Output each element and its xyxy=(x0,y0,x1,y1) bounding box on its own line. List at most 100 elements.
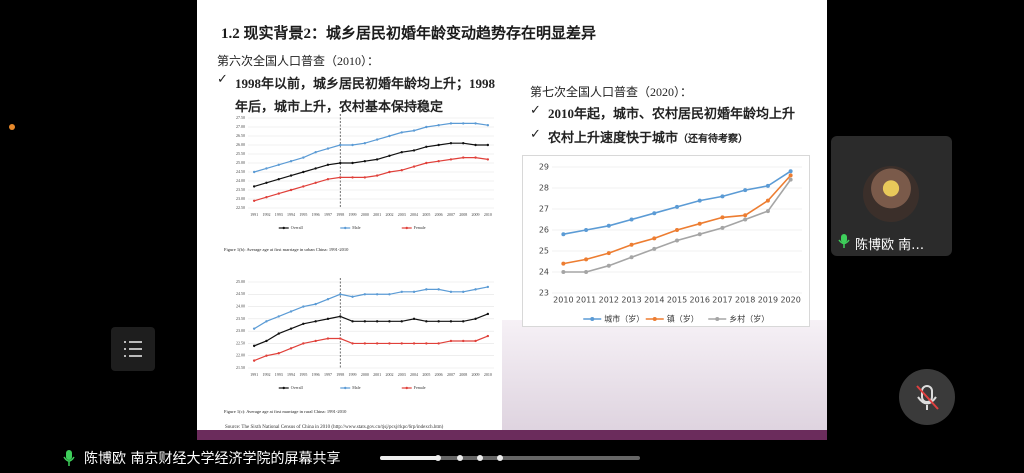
point xyxy=(743,217,748,222)
series-line xyxy=(253,122,488,173)
x-tick-label: 2007 xyxy=(447,212,455,217)
point xyxy=(584,257,589,262)
y-tick-label: 29 xyxy=(539,163,549,172)
point xyxy=(412,129,416,132)
x-tick-label: 1998 xyxy=(336,212,344,217)
point xyxy=(474,143,477,147)
tile-name: 陈博欧 南… xyxy=(855,238,925,253)
point xyxy=(351,342,354,345)
point xyxy=(486,143,490,147)
point xyxy=(388,293,391,296)
chart: 21.50 22.00 22.50 23.00 23.50 24.00 24.50 25.00… xyxy=(224,278,494,414)
point xyxy=(351,161,354,165)
series-line xyxy=(253,313,489,347)
y-tick-label: 21.50 xyxy=(236,365,245,370)
point xyxy=(462,339,465,343)
point xyxy=(675,238,679,243)
series-line xyxy=(253,142,488,187)
legend-marker xyxy=(715,317,720,321)
point xyxy=(788,177,793,182)
point xyxy=(302,342,305,345)
x-tick-label: 2005 xyxy=(422,372,430,377)
point xyxy=(437,342,440,345)
list-button[interactable] xyxy=(111,327,155,371)
point xyxy=(765,183,770,188)
point xyxy=(277,192,280,195)
bullet: 2010年起，城市、农村居民初婚年龄均上升 xyxy=(548,106,796,121)
x-tick-label: 2003 xyxy=(398,212,406,217)
legend-marker xyxy=(590,317,595,321)
point xyxy=(474,122,477,125)
x-tick-label: 2012 xyxy=(599,296,619,305)
point xyxy=(765,198,770,203)
point xyxy=(326,298,330,301)
point xyxy=(437,160,440,163)
point xyxy=(375,138,379,141)
point xyxy=(743,188,748,193)
point xyxy=(486,334,490,338)
point xyxy=(326,337,330,340)
point xyxy=(252,344,256,348)
y-tick-label: 26.50 xyxy=(236,133,245,138)
bullet: 农村上升速度快于城市（还有待考察） xyxy=(548,127,748,146)
point xyxy=(652,246,657,251)
x-tick-label: 2008 xyxy=(459,372,467,377)
point xyxy=(629,242,634,247)
participant-tile[interactable]: 陈博欧 南… xyxy=(831,136,952,256)
check: ✓ xyxy=(530,103,541,118)
point xyxy=(351,143,354,147)
y-tick-label: 25.00 xyxy=(236,160,245,165)
point xyxy=(363,142,367,145)
y-tick-label: 22.50 xyxy=(236,205,245,210)
point xyxy=(339,337,342,340)
point xyxy=(425,342,428,345)
heading: 第七次全国人口普查（2020）： xyxy=(530,85,693,99)
point xyxy=(425,320,428,323)
y-tick-label: 24.00 xyxy=(236,303,245,308)
x-tick-label: 2013 xyxy=(621,296,641,305)
legend-label: 乡村（岁） xyxy=(729,314,769,324)
point xyxy=(326,163,330,166)
point xyxy=(462,142,465,145)
x-tick-label: 2001 xyxy=(373,372,381,377)
point xyxy=(412,317,416,321)
x-tick-label: 1992 xyxy=(262,372,270,377)
list-icon xyxy=(124,341,142,357)
mute-button[interactable] xyxy=(898,368,956,426)
y-tick-label: 24.50 xyxy=(236,291,245,296)
x-tick-label: 2011 xyxy=(576,296,596,305)
x-tick-label: 2015 xyxy=(667,296,687,305)
y-tick-label: 22.50 xyxy=(236,340,245,345)
point xyxy=(400,131,403,134)
point xyxy=(363,160,367,163)
point xyxy=(388,320,391,323)
x-tick-label: 2010 xyxy=(553,296,573,305)
point xyxy=(388,170,391,174)
point xyxy=(252,170,256,174)
point xyxy=(289,188,293,192)
point xyxy=(449,158,453,161)
legend-marker xyxy=(282,386,285,390)
y-tick-label: 28 xyxy=(539,184,549,193)
point xyxy=(314,181,317,184)
x-tick-label: 2020 xyxy=(780,296,800,305)
x-tick-label: 2001 xyxy=(373,212,381,217)
point xyxy=(277,315,280,318)
point xyxy=(449,339,453,343)
point xyxy=(474,156,477,159)
point xyxy=(629,255,634,260)
point xyxy=(363,342,367,345)
pager[interactable] xyxy=(380,453,640,463)
chart: 22.50 23.00 23.50 24.00 24.50 25.00 25.50 26.00… xyxy=(224,114,494,252)
point xyxy=(412,342,416,345)
point xyxy=(265,320,268,323)
chart-caption: Figure 1(c): Average age at first marria… xyxy=(224,409,347,414)
point xyxy=(351,320,354,323)
x-tick-label: 1993 xyxy=(275,372,283,377)
legend-label: Male xyxy=(352,225,360,230)
avatar xyxy=(863,166,919,222)
series-line xyxy=(253,335,489,362)
x-tick-label: 1994 xyxy=(287,212,295,217)
